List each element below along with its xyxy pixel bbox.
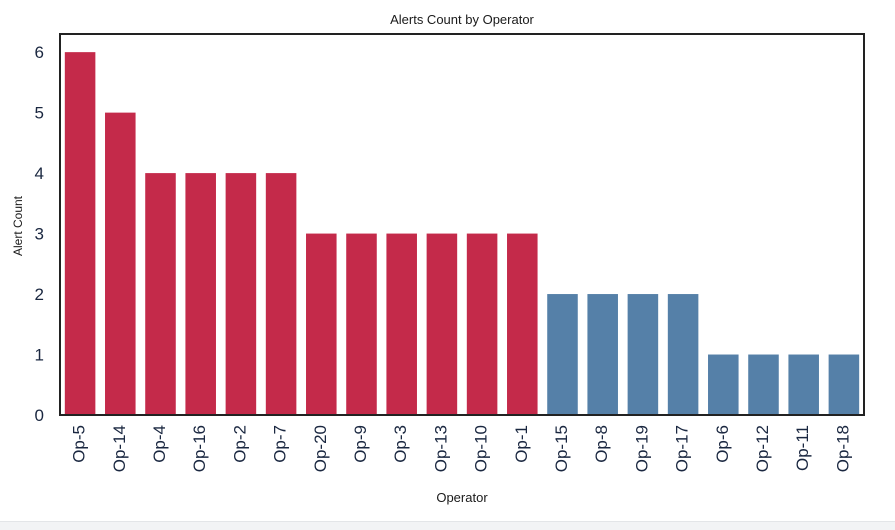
bar-op-2 bbox=[225, 173, 257, 415]
bottom-strip bbox=[0, 521, 895, 530]
bar-op-11 bbox=[788, 354, 819, 415]
bar-op-14 bbox=[105, 112, 136, 416]
x-tick-label: Op-17 bbox=[673, 425, 692, 472]
bar-op-15 bbox=[547, 294, 578, 415]
x-tick-label: Op-19 bbox=[632, 425, 651, 472]
chart-title: Alerts Count by Operator bbox=[390, 12, 534, 27]
bar-op-4 bbox=[145, 173, 176, 415]
x-tick-label: Op-2 bbox=[230, 425, 249, 463]
bar-op-13 bbox=[426, 233, 458, 415]
y-tick-label: 6 bbox=[35, 43, 44, 62]
x-tick-label: Op-6 bbox=[713, 425, 732, 463]
y-tick-label: 0 bbox=[35, 406, 44, 425]
x-tick-label: Op-18 bbox=[833, 425, 852, 472]
bar-op-18 bbox=[828, 354, 860, 415]
x-axis-label: Operator bbox=[436, 490, 488, 505]
x-tick-label: Op-13 bbox=[431, 425, 450, 472]
plot-frame bbox=[59, 33, 865, 416]
y-tick-label: 2 bbox=[35, 285, 44, 304]
x-tick-label: Op-1 bbox=[512, 425, 531, 463]
bar-op-3 bbox=[386, 233, 417, 415]
bar-op-1 bbox=[507, 233, 538, 415]
x-tick-label: Op-12 bbox=[753, 425, 772, 472]
bars-group bbox=[64, 52, 860, 416]
bar-op-6 bbox=[708, 354, 739, 415]
y-tick-label: 4 bbox=[35, 164, 44, 183]
y-ticks-group: 0 1 2 3 4 5 6 bbox=[35, 43, 44, 425]
x-tick-label: Op-5 bbox=[70, 425, 89, 463]
x-ticks-group: Op-5 Op-14 Op-4 Op-16 Op-2 Op-7 Op-20 Op-9 Op-3 O… bbox=[70, 425, 853, 472]
y-tick-label: 3 bbox=[35, 225, 44, 244]
x-tick-label: Op-7 bbox=[271, 425, 290, 463]
x-tick-label: Op-16 bbox=[190, 425, 209, 472]
bar-op-7 bbox=[265, 173, 297, 415]
x-tick-label: Op-10 bbox=[472, 425, 491, 472]
bar-op-12 bbox=[748, 354, 779, 415]
x-tick-label: Op-4 bbox=[150, 425, 169, 463]
x-tick-label: Op-15 bbox=[552, 425, 571, 472]
x-tick-label: Op-9 bbox=[351, 425, 370, 463]
bar-op-17 bbox=[667, 294, 699, 415]
y-tick-label: 5 bbox=[35, 104, 44, 123]
x-tick-label: Op-11 bbox=[793, 425, 812, 471]
bar-op-19 bbox=[627, 294, 659, 415]
bar-op-10 bbox=[466, 233, 498, 415]
bar-op-20 bbox=[306, 233, 337, 415]
bar-op-9 bbox=[346, 233, 377, 415]
bar-op-8 bbox=[587, 294, 618, 415]
x-tick-label: Op-14 bbox=[110, 425, 129, 472]
bar-op-5 bbox=[64, 52, 96, 415]
bar-op-16 bbox=[185, 173, 216, 415]
y-axis-label: Alert Count bbox=[11, 195, 25, 256]
x-tick-label: Op-8 bbox=[592, 425, 611, 463]
y-tick-label: 1 bbox=[35, 346, 44, 365]
x-tick-label: Op-3 bbox=[391, 425, 410, 463]
x-tick-label: Op-20 bbox=[311, 425, 330, 472]
